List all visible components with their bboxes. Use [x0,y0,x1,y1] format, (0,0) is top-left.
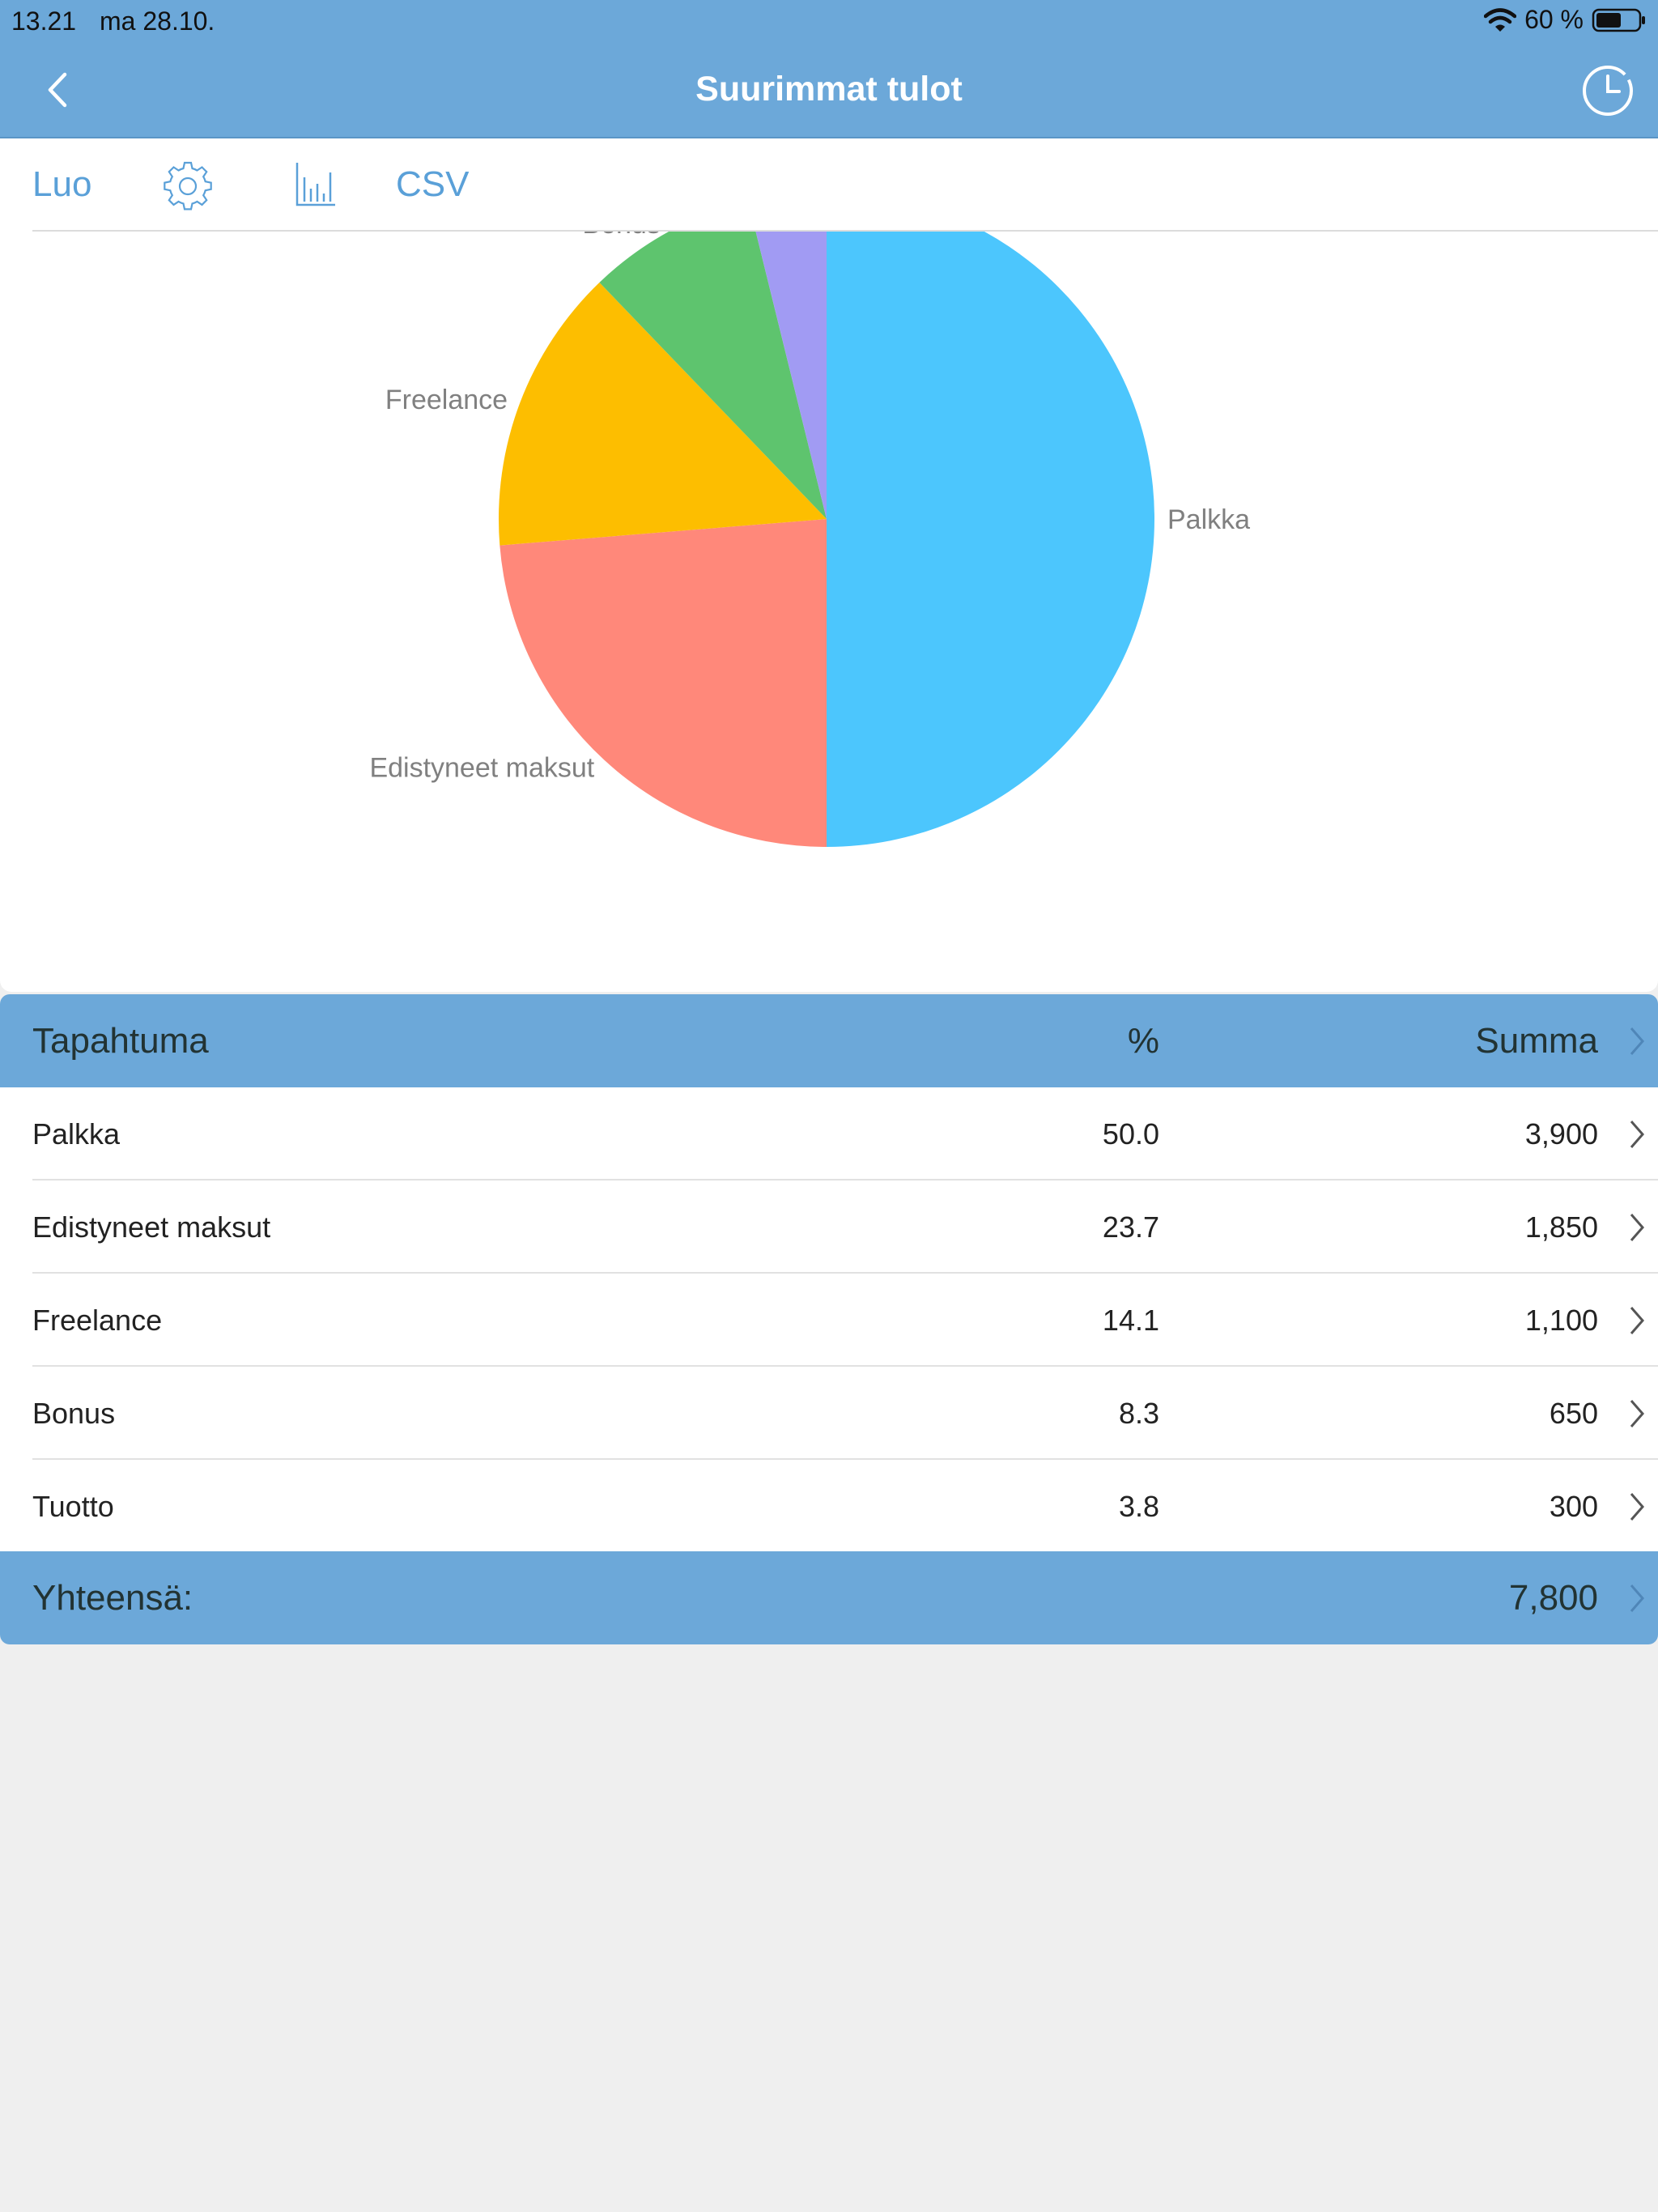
row-name: Edistyneet maksut [32,1210,271,1244]
table-row[interactable]: Freelance 14.1 1,100 [0,1274,1658,1367]
row-divider [32,1365,1658,1367]
csv-export-button[interactable]: CSV [396,164,470,204]
status-time: 13.21 [11,6,77,36]
total-label: Yhteensä: [32,1578,193,1618]
table-row[interactable]: Bonus 8.3 650 [0,1367,1658,1460]
header-percent: % [1127,1021,1159,1061]
pie-slice-palkka [827,232,1154,847]
row-divider [32,1272,1658,1274]
table-row[interactable]: Tuotto 3.8 300 [0,1460,1658,1553]
pie-slice-edistyneet-maksut [500,519,827,847]
row-divider [32,1179,1658,1180]
chart-card: Luo CSV Palkka Edistyneet maksut Freelance… [0,138,1658,992]
pie-label: Bonus [582,232,660,240]
battery-icon [1592,8,1645,32]
clock-icon[interactable] [1580,63,1635,118]
table-body: Palkka 50.0 3,900 Edistyneet maksut 23.7… [0,1087,1658,1553]
chevron-right-icon [1630,1027,1644,1055]
header-name: Tapahtuma [32,1021,209,1061]
row-divider [32,1458,1658,1460]
row-name: Palkka [32,1117,121,1151]
chevron-right-icon [1630,1400,1644,1427]
pie-label: Palkka [1167,504,1250,535]
row-sum: 300 [1549,1490,1598,1523]
header-sum: Summa [1475,1021,1598,1061]
row-name: Freelance [32,1304,163,1337]
row-sum: 1,850 [1524,1210,1598,1244]
wifi-icon [1484,7,1517,32]
chevron-right-icon [1630,1121,1644,1148]
pie-slice-freelance [499,282,827,546]
chevron-right-icon [1630,1585,1644,1612]
bar-chart-icon[interactable] [295,161,337,208]
table-footer[interactable]: Yhteensä: 7,800 [0,1551,1658,1644]
pie-label: Freelance [385,385,508,415]
back-button[interactable] [42,70,74,110]
row-percent: 3.8 [1118,1490,1159,1523]
row-name: Bonus [32,1397,116,1430]
chevron-right-icon [1630,1307,1644,1334]
top-bar: 13.21 ma 28.10. 60 % Suurimmat tulot [0,0,1658,138]
row-sum: 1,100 [1524,1304,1598,1337]
table-row[interactable]: Palkka 50.0 3,900 [0,1087,1658,1180]
row-percent: 50.0 [1102,1117,1159,1151]
row-percent: 14.1 [1102,1304,1159,1337]
row-percent: 8.3 [1118,1397,1159,1430]
status-indicators: 60 % [1484,5,1647,35]
row-percent: 23.7 [1102,1210,1159,1244]
row-sum: 650 [1549,1397,1598,1430]
pie-slice-bonus [599,232,827,519]
gear-icon[interactable] [161,160,215,213]
table-row[interactable]: Edistyneet maksut 23.7 1,850 [0,1180,1658,1274]
create-button[interactable]: Luo [32,164,92,204]
status-date: ma 28.10. [100,6,215,36]
pie-slice-tuotto [755,232,827,519]
row-name: Tuotto [32,1490,114,1523]
pie-label: Edistyneet maksut [369,752,594,783]
toolbar: Luo CSV [0,138,1658,232]
table-header[interactable]: Tapahtuma % Summa [0,994,1658,1087]
page-title: Suurimmat tulot [695,70,963,108]
toolbar-divider [32,230,1658,232]
battery-percent: 60 % [1524,5,1584,34]
chevron-right-icon [1630,1493,1644,1521]
total-value: 7,800 [1508,1578,1598,1618]
row-sum: 3,900 [1524,1117,1598,1151]
chevron-right-icon [1630,1214,1644,1241]
